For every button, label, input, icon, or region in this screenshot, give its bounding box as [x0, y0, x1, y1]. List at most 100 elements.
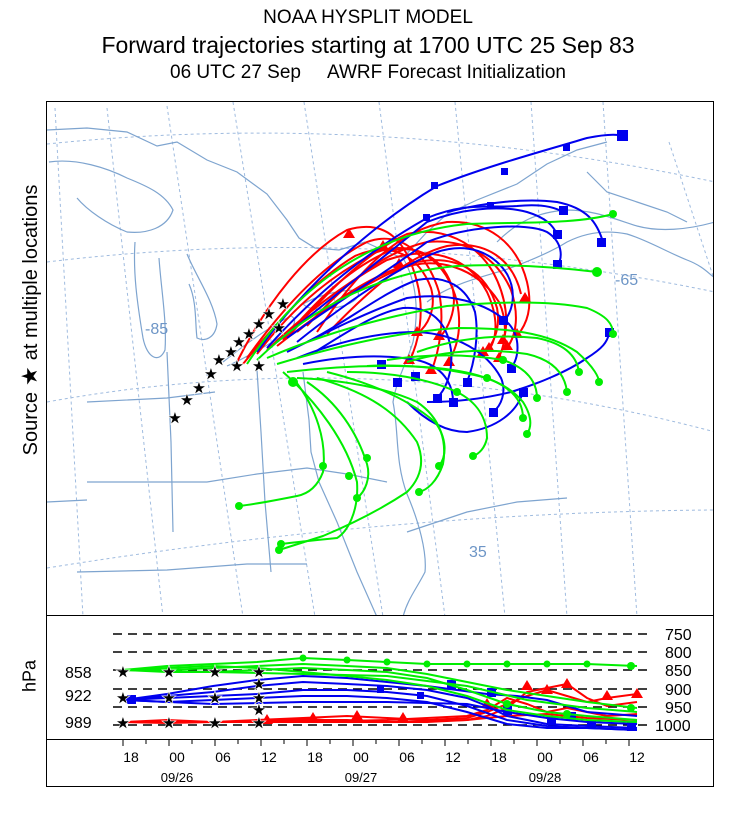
- green-marker: [503, 660, 511, 668]
- blue-profile: [122, 680, 638, 729]
- blue-trajectory: [266, 204, 564, 349]
- meridian-line: [668, 141, 713, 278]
- red-marker: [307, 712, 319, 722]
- green-marker: [627, 662, 635, 670]
- source-star-icon: ★: [115, 713, 131, 734]
- green-trajectory: [346, 371, 489, 457]
- source-star-icon: ★: [203, 364, 219, 385]
- source-star-icon: ★: [207, 662, 223, 683]
- gulf-coast: [586, 171, 688, 223]
- blue-marker: [377, 360, 386, 369]
- blue-marker: [547, 716, 556, 725]
- green-marker: [563, 710, 571, 718]
- source-star-icon: ★: [251, 662, 267, 683]
- lake-michigan: [133, 241, 166, 359]
- source-star-icon: ★: [115, 662, 131, 683]
- blue-marker: [487, 202, 494, 209]
- source-star-icon: ★: [167, 408, 183, 429]
- red-marker: [561, 678, 573, 688]
- time-ticks: [122, 740, 630, 746]
- green-marker: [592, 267, 602, 277]
- blue-marker: [519, 388, 528, 397]
- green-marker: [363, 454, 371, 462]
- source-star-icon: ★: [251, 700, 267, 721]
- run-subtitle: 06 UTC 27 Sep AWRF Forecast Initializatio…: [0, 60, 736, 86]
- source-star-icon: ★: [211, 350, 227, 371]
- time-axis: 18 00 06 12 18 00 06 12 18 00 06 12 09/2…: [46, 739, 714, 787]
- pressure-level-label: 900: [665, 682, 692, 699]
- green-trajectory: [280, 371, 359, 545]
- green-marker: [299, 654, 307, 662]
- meridian-line: [602, 102, 638, 615]
- hour-label: 06: [215, 749, 231, 765]
- source-star-icon: ★: [115, 688, 131, 709]
- source-star-icon: ★: [261, 304, 277, 325]
- green-trajectory: [326, 371, 446, 467]
- green-marker: [453, 388, 461, 396]
- green-marker: [288, 377, 298, 387]
- green-trajectory: [238, 377, 325, 507]
- blue-marker: [377, 686, 384, 693]
- hour-label: 06: [399, 749, 415, 765]
- red-marker: [425, 364, 437, 374]
- green-marker: [435, 462, 443, 470]
- blue-trajectories: [256, 133, 624, 434]
- source-star-icon: ★: [251, 314, 267, 335]
- profile-canvas: 750 800 850 900 950 1000 858 922 989: [65, 627, 692, 735]
- pressure-level-label: 1000: [655, 718, 691, 735]
- blue-marker: [423, 214, 430, 221]
- green-trajectory: [246, 213, 614, 365]
- lake-superior: [48, 160, 174, 233]
- date-label: 09/27: [345, 770, 378, 785]
- longitude-label-west: -85: [145, 321, 168, 338]
- green-marker: [483, 374, 491, 382]
- red-marker: [443, 356, 455, 366]
- pressure-level-labels: 750 800 850 900 950 1000: [655, 627, 692, 735]
- green-profile-markers: [299, 654, 635, 718]
- blue-marker: [489, 408, 498, 417]
- blue-marker: [563, 144, 570, 151]
- green-trajectory: [278, 377, 423, 551]
- source-stars: ★ ★ ★ ★ ★ ★ ★ ★ ★ ★ ★ ★ ★ ★: [167, 294, 292, 430]
- source-star-icon: ★: [207, 688, 223, 709]
- blue-marker: [617, 130, 628, 141]
- source-legend: Source ★ at multiple locations: [17, 185, 43, 456]
- hour-label: 18: [123, 749, 139, 765]
- green-marker: [499, 356, 507, 364]
- red-marker: [261, 714, 273, 724]
- state-border: [76, 563, 307, 573]
- red-marker: [519, 292, 531, 302]
- date-label: 09/28: [529, 770, 562, 785]
- green-marker: [463, 660, 471, 668]
- green-profile: [122, 669, 638, 713]
- source-star-icon: ★: [231, 332, 247, 353]
- hour-label: 12: [261, 749, 277, 765]
- profile-source-stars: ★ ★ ★ ★ ★ ★ ★ ★ ★ ★ ★ ★ ★ ★: [115, 662, 268, 735]
- blue-trajectory: [276, 207, 558, 343]
- blue-marker: [559, 206, 568, 215]
- blue-marker: [567, 712, 576, 721]
- blue-marker: [507, 364, 516, 373]
- green-marker: [319, 462, 327, 470]
- green-marker: [423, 660, 431, 668]
- source-star-icon: ★: [179, 390, 195, 411]
- time-axis-canvas: 18 00 06 12 18 00 06 12 18 00 06 12 09/2…: [122, 740, 645, 785]
- forecast-time: 06 UTC 27 Sep: [170, 62, 301, 83]
- green-marker: [503, 700, 511, 708]
- blue-trajectory: [286, 295, 519, 369]
- source-star-icon: ★: [229, 356, 245, 377]
- state-border: [47, 499, 88, 503]
- parallel-line: [47, 132, 713, 183]
- green-marker: [563, 388, 571, 396]
- longitude-label-east: -65: [615, 272, 638, 289]
- blue-profile: [122, 695, 638, 731]
- red-marker: [601, 690, 613, 700]
- green-marker: [345, 472, 353, 480]
- red-marker: [541, 684, 553, 694]
- blue-trajectory: [256, 133, 624, 353]
- meridian-line: [232, 102, 316, 615]
- green-marker: [533, 394, 541, 402]
- green-trajectory: [296, 377, 446, 493]
- red-marker: [501, 340, 513, 350]
- green-trajectory: [366, 364, 524, 419]
